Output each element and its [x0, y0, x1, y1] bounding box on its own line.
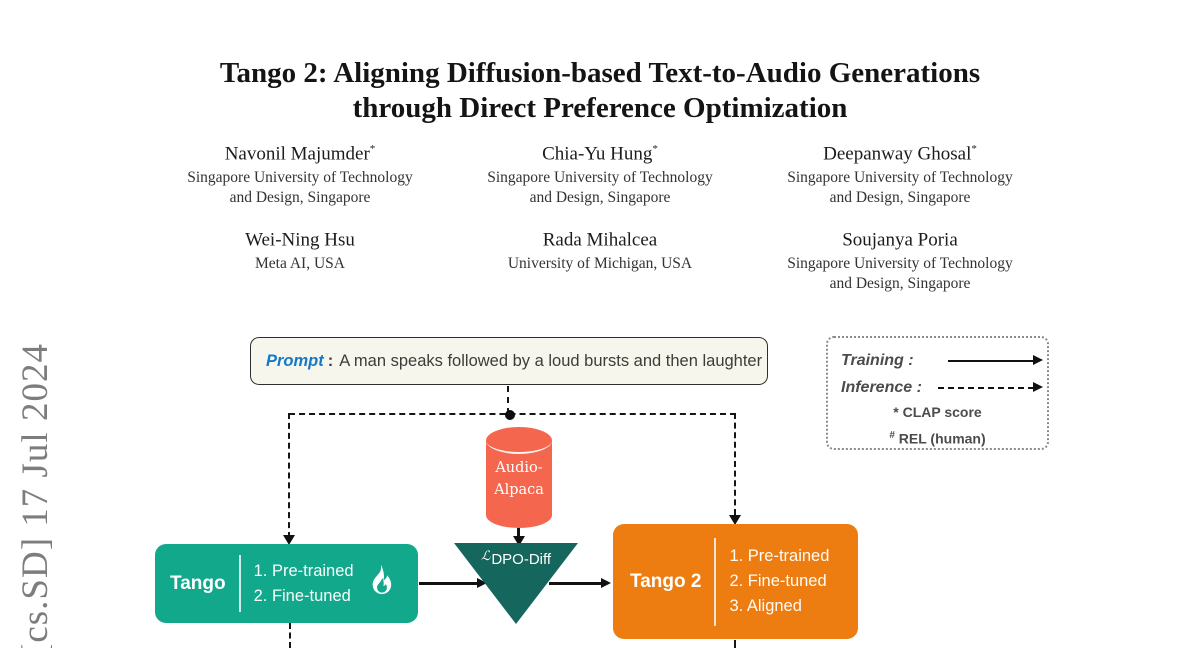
datastore-label-line1: Audio- [495, 460, 543, 476]
tango2-inference-connector [734, 413, 736, 515]
tango-items: 1. Pre-trained 2. Fine-tuned [254, 559, 354, 609]
tango-to-loss-arrow [419, 582, 478, 585]
affil-line1: Singapore University of Technology [787, 254, 1013, 272]
legend-training-row: Training : [841, 347, 1043, 374]
affil-line1: Singapore University of Technology [787, 169, 1013, 187]
prompt-drop-connector [507, 386, 509, 414]
legend-inference-row: Inference : [841, 374, 1043, 401]
affil-line1: University of Michigan, USA [507, 254, 693, 272]
affil-line1: Singapore University of Technology [487, 169, 713, 187]
loss-name: DPO-Diff [491, 551, 552, 568]
author-name-text: Chia-Yu Hung [542, 143, 653, 165]
loss-label: ℒDPO-Diff [454, 549, 578, 568]
author-affiliation: Singapore University of Technology and De… [750, 168, 1050, 208]
affil-line2: and Design, Singapore [529, 189, 671, 207]
author-mark: * [971, 143, 977, 155]
author-name-text: Soujanya Poria [842, 228, 958, 250]
author-navonil: Navonil Majumder* Singapore University o… [150, 143, 450, 209]
author-affiliation: Singapore University of Technology and De… [150, 168, 450, 208]
inference-label: Inference : [841, 378, 922, 396]
tango2-item-1: 1. Pre-trained [729, 547, 830, 566]
affil-line1: Singapore University of Technology [187, 169, 413, 187]
author-soujanya: Soujanya Poria Singapore University of T… [750, 229, 1050, 295]
rel-mark: # [889, 430, 895, 441]
tango-title: Tango [170, 572, 226, 594]
datastore-label-line2: Alpaca [494, 482, 544, 499]
author-weining: Wei-Ning Hsu Meta AI, USA [150, 229, 450, 295]
author-chiayu: Chia-Yu Hung* Singapore University of Te… [450, 143, 750, 209]
divider [238, 555, 241, 612]
arrowhead-icon [513, 536, 525, 546]
training-label: Training : [841, 351, 914, 369]
loss-symbol: ℒ [480, 549, 491, 564]
author-name-text: Wei-Ning Hsu [245, 228, 355, 250]
affil-line2: and Design, Singapore [829, 189, 971, 207]
author-affiliation: Singapore University of Technology and De… [450, 168, 750, 208]
fire-icon [364, 563, 396, 604]
junction-dot [505, 410, 515, 420]
legend-box: Training : Inference : * CLAP score # RE… [826, 336, 1049, 450]
paper-title-line2: through Direct Preference Optimization [352, 92, 848, 125]
author-name-text: Navonil Majumder [224, 143, 370, 165]
author-name-text: Deepanway Ghosal [823, 143, 972, 165]
prompt-label: Prompt [266, 351, 324, 370]
prompt-colon: : [327, 351, 334, 370]
affil-line2: and Design, Singapore [229, 189, 371, 207]
training-solid-arrow-icon [948, 354, 1043, 365]
author-affiliation: Meta AI, USA [150, 254, 450, 274]
arrowhead-icon [283, 535, 295, 545]
tango2-item-2: 2. Fine-tuned [729, 572, 827, 591]
arxiv-banner: [cs.SD] 17 Jul 2024 [15, 343, 56, 648]
tango-model-box: Tango 1. Pre-trained 2. Fine-tuned [155, 544, 418, 623]
author-affiliation: Singapore University of Technology and De… [750, 254, 1050, 294]
cylinder-body [486, 440, 552, 528]
author-block: Navonil Majumder* Singapore University o… [150, 143, 1050, 294]
author-name: Soujanya Poria [750, 229, 1050, 251]
author-name: Chia-Yu Hung* [450, 143, 750, 165]
prompt-text: A man speaks followed by a loud bursts a… [339, 351, 763, 370]
author-rada: Rada Mihalcea University of Michigan, US… [450, 229, 750, 295]
tango-inference-connector [288, 413, 290, 538]
tango-output-connector [289, 623, 291, 648]
arrowhead-icon [729, 515, 741, 525]
affil-line2: and Design, Singapore [829, 275, 971, 293]
author-mark: * [652, 143, 658, 155]
tango2-item-3: 3. Aligned [729, 596, 802, 615]
author-name: Wei-Ning Hsu [150, 229, 450, 251]
arrowhead-icon [1033, 381, 1043, 392]
tango2-items: 1. Pre-trained 2. Fine-tuned 3. Aligned [729, 544, 829, 618]
cylinder-top [486, 427, 552, 454]
inference-dashed-arrow-icon [938, 381, 1043, 392]
tango2-title: Tango 2 [630, 570, 702, 592]
tango2-output-connector [734, 640, 736, 648]
author-name: Rada Mihalcea [450, 229, 750, 251]
affil-line1: Meta AI, USA [255, 254, 345, 272]
author-name: Deepanway Ghosal* [750, 143, 1050, 165]
prompt-box: Prompt : A man speaks followed by a loud… [250, 337, 768, 385]
datastore-label: Audio- Alpaca [486, 457, 552, 502]
dataset-to-loss-arrow [517, 528, 520, 537]
author-mark: * [369, 143, 376, 155]
audio-alpaca-datastore: Audio- Alpaca [486, 427, 552, 528]
rel-human-note: # REL (human) [841, 424, 1034, 447]
dpo-diff-triangle [454, 543, 578, 624]
author-deepanway: Deepanway Ghosal* Singapore University o… [750, 143, 1050, 209]
tango2-model-box: Tango 2 1. Pre-trained 2. Fine-tuned 3. … [613, 524, 858, 639]
arrowhead-icon [601, 578, 611, 588]
paper-title: Tango 2: Aligning Diffusion-based Text-t… [0, 56, 1200, 127]
author-name-text: Rada Mihalcea [542, 228, 658, 250]
clap-score-note: * CLAP score [893, 404, 982, 420]
arrowhead-icon [1033, 354, 1043, 365]
rel-text: REL (human) [894, 430, 986, 447]
author-affiliation: University of Michigan, USA [450, 254, 750, 274]
author-name: Navonil Majumder* [150, 143, 450, 165]
tango-item-1: 1. Pre-trained [253, 561, 354, 580]
divider [714, 537, 717, 626]
paper-title-line1: Tango 2: Aligning Diffusion-based Text-t… [219, 57, 981, 89]
tango-item-2: 2. Fine-tuned [253, 586, 351, 605]
